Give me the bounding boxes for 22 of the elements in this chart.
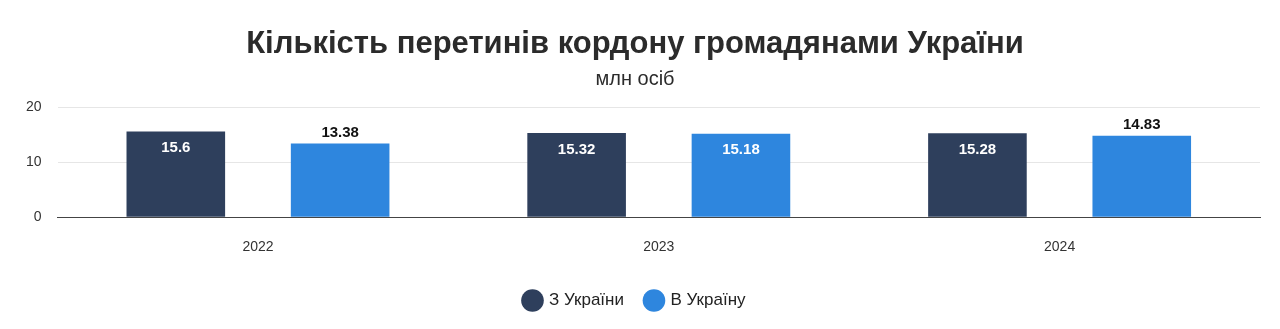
bar (527, 132, 626, 217)
x-tick-label: 2024 (1044, 238, 1076, 255)
data-label: 13.38 (321, 123, 359, 141)
bar (691, 133, 791, 217)
bar (126, 131, 226, 217)
y-tick-label: 20 (25, 98, 42, 115)
data-label: 14.83 (1122, 115, 1161, 133)
bar (928, 133, 1027, 217)
data-label: 15.18 (722, 140, 760, 158)
x-tick-label: 2023 (643, 238, 675, 255)
data-label: 15.32 (557, 139, 596, 157)
data-label: 15.28 (958, 139, 997, 157)
x-tick-label: 2022 (242, 238, 274, 255)
data-label: 15.6 (161, 138, 191, 156)
chart-title: Кількість перетинів кордону громадянами України (246, 25, 1024, 61)
bar (1092, 135, 1192, 217)
y-tick-label: 0 (33, 208, 42, 225)
bar (290, 143, 390, 217)
chart-subtitle: млн осіб (595, 66, 675, 89)
y-tick-label: 10 (25, 153, 42, 170)
legend-label: В Україну (670, 290, 747, 310)
legend-label: З України (548, 290, 624, 310)
